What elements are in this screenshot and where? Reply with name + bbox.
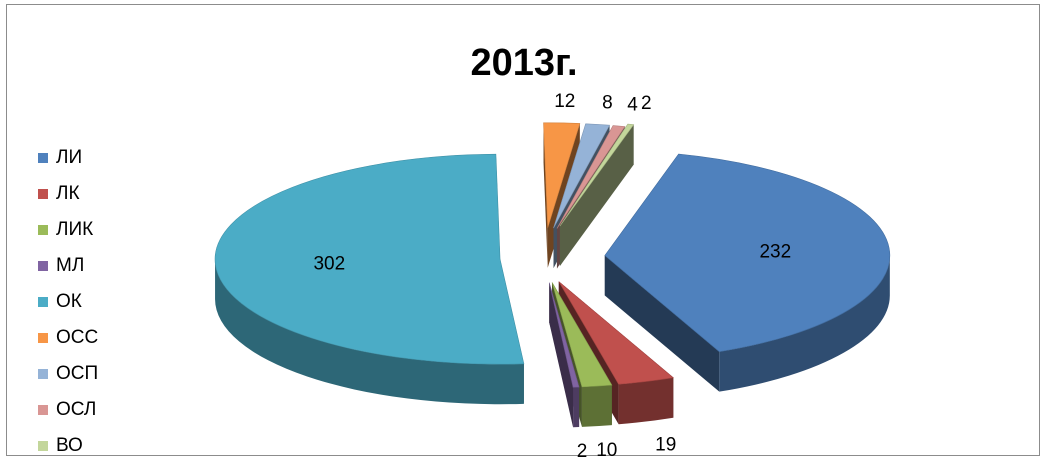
pie-slice-top-5: [214, 153, 525, 365]
pie-slice-9: [559, 123, 635, 267]
legend-label-vo: ВО: [56, 435, 83, 456]
data-label-1: 232: [759, 242, 791, 263]
legend-swatch-osp: [38, 369, 48, 379]
legend-swatch-vo: [38, 441, 48, 451]
pie-slice-rim-2: [618, 377, 674, 425]
data-label-2: 19: [655, 435, 676, 456]
data-label-8: 4: [627, 94, 638, 115]
pie-slice-top-1: [604, 153, 891, 352]
pie-slice-top-8: [556, 125, 626, 229]
legend-item-vo: ВО: [38, 428, 98, 464]
legend-label-li: ЛИ: [56, 147, 83, 168]
data-label-3: 10: [596, 440, 617, 461]
data-label-7: 8: [602, 93, 613, 114]
legend-item-oss: ОСС: [38, 320, 98, 356]
chart-title: 2013г.: [470, 42, 578, 84]
legend-label-ml: МЛ: [56, 255, 85, 276]
pie-slice-top-2: [558, 281, 674, 385]
pie-slice-rim-5: [215, 259, 524, 405]
legend-swatch-ml: [38, 261, 48, 271]
legend-swatch-lk: [38, 189, 48, 199]
legend-swatch-osl: [38, 405, 48, 415]
pie-slice-top-6: [543, 122, 581, 228]
pie-slice-side-1-2: [604, 255, 720, 392]
legend-item-ml: МЛ: [38, 248, 98, 284]
legend-label-oss: ОСС: [56, 327, 99, 348]
legend-swatch-lik: [38, 225, 48, 235]
pie-slice-top-9: [559, 123, 635, 227]
data-label-6: 12: [554, 91, 575, 112]
data-label-9: 2: [641, 93, 652, 114]
legend-swatch-li: [38, 153, 48, 163]
legend-item-osp: ОСП: [38, 356, 98, 392]
pie-slice-5: [214, 153, 525, 405]
pie-slice-side-9-2: [559, 124, 634, 267]
pie-slice-4: [548, 282, 580, 428]
data-label-4: 2: [577, 441, 588, 461]
legend-label-osp: ОСП: [56, 363, 99, 384]
legend-item-lik: ЛИК: [38, 212, 98, 248]
legend-item-osl: ОСЛ: [38, 392, 98, 428]
pie-slice-top-7: [553, 123, 611, 229]
legend-item-lk: ЛК: [38, 176, 98, 212]
pie-slice-side-6-1: [543, 122, 548, 268]
data-label-5: 302: [313, 253, 345, 274]
pie-slice-side-4-2: [549, 282, 574, 428]
legend-label-osl: ОСЛ: [56, 399, 97, 420]
pie-slice-top-3: [551, 282, 613, 388]
legend-label-ok: ОК: [56, 291, 82, 312]
legend-item-ok: ОК: [38, 284, 98, 320]
pie-slice-rim-3: [581, 385, 612, 427]
pie-slice-1: [604, 153, 891, 392]
legend-swatch-oss: [38, 333, 48, 343]
legend-label-lk: ЛК: [56, 183, 80, 204]
pie-slice-top-4: [548, 282, 580, 388]
legend-item-li: ЛИ: [38, 140, 98, 176]
pie-slice-rim-4: [573, 387, 580, 428]
legend-swatch-ok: [38, 297, 48, 307]
pie-slice-rim-1: [719, 255, 890, 392]
legend-label-lik: ЛИК: [56, 219, 94, 240]
chart-legend: ЛИ ЛК ЛИК МЛ ОК ОСС ОСП ОСЛ ВО: [38, 140, 98, 464]
